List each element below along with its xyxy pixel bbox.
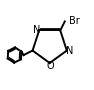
Text: O: O bbox=[47, 61, 54, 71]
Text: N: N bbox=[66, 46, 74, 56]
Text: Br: Br bbox=[69, 16, 80, 26]
Text: N: N bbox=[33, 25, 40, 35]
